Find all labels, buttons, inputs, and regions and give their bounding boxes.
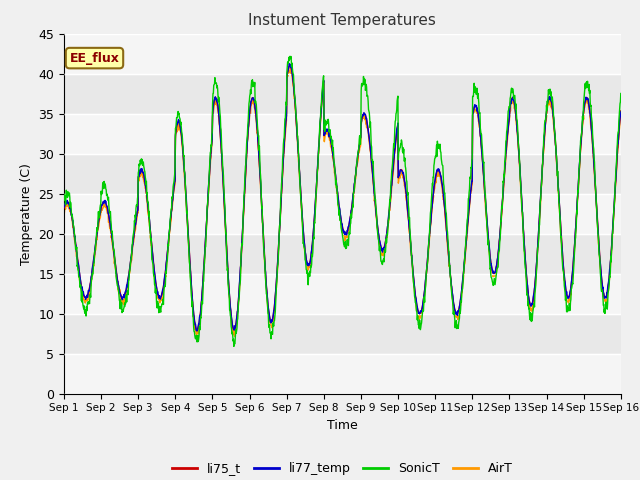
Text: EE_flux: EE_flux — [70, 51, 120, 65]
Bar — [64, 354, 621, 394]
Title: Instument Temperatures: Instument Temperatures — [248, 13, 436, 28]
X-axis label: Time: Time — [327, 419, 358, 432]
Legend: li75_t, li77_temp, SonicT, AirT: li75_t, li77_temp, SonicT, AirT — [167, 457, 518, 480]
Y-axis label: Temperature (C): Temperature (C) — [20, 163, 33, 264]
Bar — [64, 34, 621, 73]
Bar — [64, 114, 621, 154]
Bar — [64, 274, 621, 313]
Bar — [64, 193, 621, 234]
